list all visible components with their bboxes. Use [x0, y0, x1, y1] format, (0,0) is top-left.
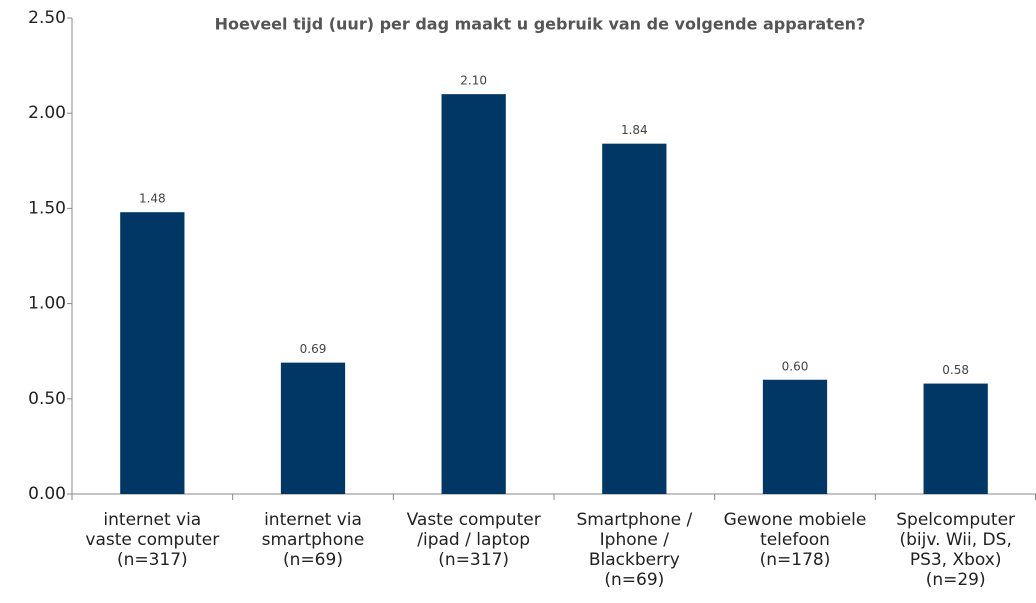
data-label: 1.48 — [139, 192, 166, 206]
y-tick-label: 0.50 — [28, 389, 66, 409]
x-tick-label: internet via vaste computer (n=317) — [85, 510, 220, 570]
x-tick-label: Spelcomputer (bijv. Wii, DS, PS3, Xbox) … — [896, 510, 1016, 590]
bar — [280, 362, 346, 494]
y-tick-label: 1.00 — [28, 294, 66, 314]
y-tick-label: 1.50 — [28, 198, 66, 218]
x-tick-label: internet via smartphone (n=69) — [261, 510, 365, 570]
bar — [602, 143, 667, 494]
x-tick-label: Vaste computer /ipad / laptop (n=317) — [406, 510, 541, 570]
y-tick-label: 2.00 — [28, 103, 66, 123]
bar — [762, 379, 828, 494]
chart-title: Hoeveel tijd (uur) per dag maakt u gebru… — [215, 15, 866, 34]
bar — [120, 212, 185, 494]
bar — [441, 94, 506, 494]
data-label: 0.58 — [942, 363, 969, 377]
x-tick-label: Smartphone / Iphone / Blackberry (n=69) — [576, 510, 693, 590]
data-label: 2.10 — [460, 74, 487, 88]
data-label: 1.84 — [621, 123, 648, 137]
data-label: 0.69 — [300, 342, 327, 356]
y-tick-label: 2.50 — [28, 8, 66, 28]
x-tick-label: Gewone mobiele telefoon (n=178) — [723, 510, 867, 570]
y-tick-label: 0.00 — [28, 484, 66, 504]
data-label: 0.60 — [782, 359, 809, 373]
bar — [923, 383, 988, 494]
